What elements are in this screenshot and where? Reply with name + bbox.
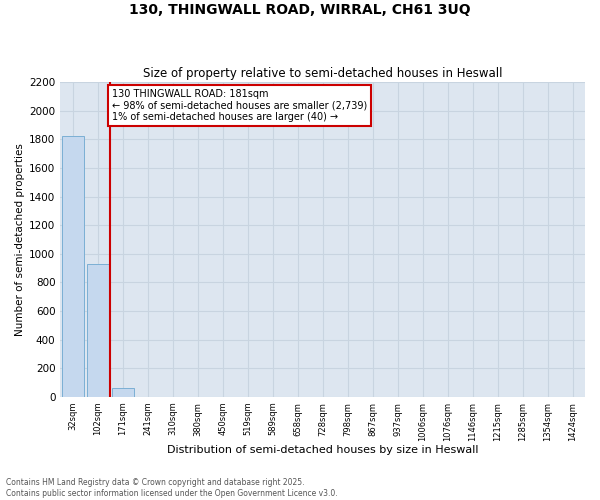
Title: Size of property relative to semi-detached houses in Heswall: Size of property relative to semi-detach… (143, 66, 502, 80)
Text: 130, THINGWALL ROAD, WIRRAL, CH61 3UQ: 130, THINGWALL ROAD, WIRRAL, CH61 3UQ (129, 2, 471, 16)
X-axis label: Distribution of semi-detached houses by size in Heswall: Distribution of semi-detached houses by … (167, 445, 478, 455)
Text: Contains HM Land Registry data © Crown copyright and database right 2025.
Contai: Contains HM Land Registry data © Crown c… (6, 478, 338, 498)
Y-axis label: Number of semi-detached properties: Number of semi-detached properties (15, 143, 25, 336)
Text: 130 THINGWALL ROAD: 181sqm
← 98% of semi-detached houses are smaller (2,739)
1% : 130 THINGWALL ROAD: 181sqm ← 98% of semi… (112, 89, 368, 122)
Bar (62, 136, 84, 397)
Bar (86, 264, 109, 397)
Bar (112, 388, 134, 397)
